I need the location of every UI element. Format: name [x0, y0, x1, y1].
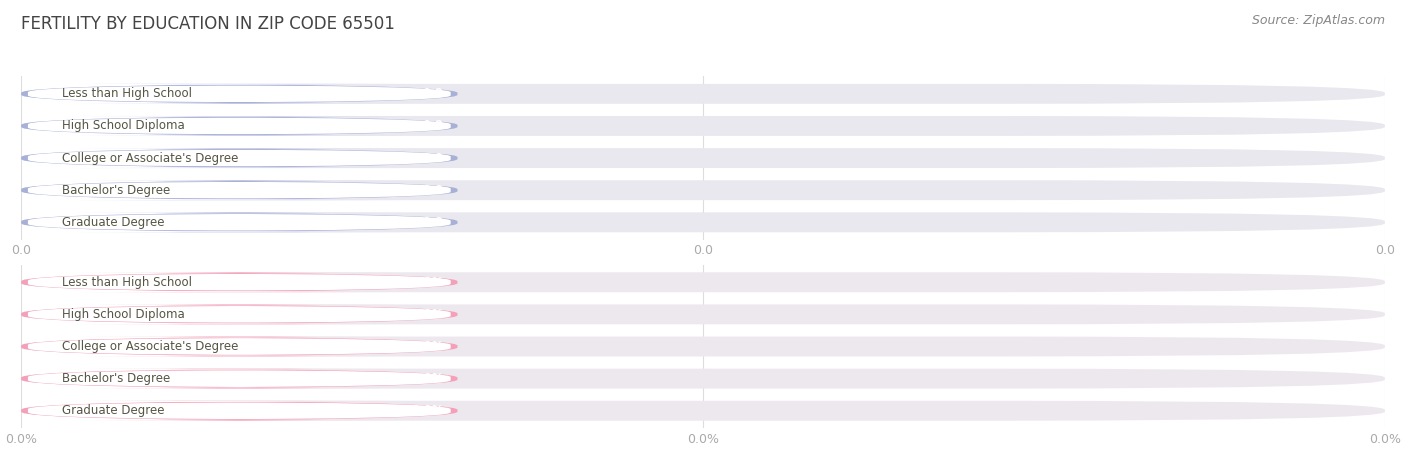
FancyBboxPatch shape — [28, 370, 451, 387]
FancyBboxPatch shape — [28, 117, 451, 135]
FancyBboxPatch shape — [21, 84, 457, 104]
FancyBboxPatch shape — [21, 337, 1385, 357]
FancyBboxPatch shape — [21, 337, 457, 357]
FancyBboxPatch shape — [21, 368, 1385, 388]
Text: 0.0: 0.0 — [423, 184, 444, 197]
FancyBboxPatch shape — [28, 214, 451, 231]
FancyBboxPatch shape — [28, 338, 451, 355]
FancyBboxPatch shape — [28, 149, 451, 167]
Text: 0.0: 0.0 — [423, 119, 444, 132]
Text: Graduate Degree: Graduate Degree — [62, 216, 165, 229]
FancyBboxPatch shape — [21, 212, 457, 232]
FancyBboxPatch shape — [21, 180, 1385, 200]
Text: Bachelor's Degree: Bachelor's Degree — [62, 184, 170, 197]
Text: College or Associate's Degree: College or Associate's Degree — [62, 151, 239, 165]
Text: Graduate Degree: Graduate Degree — [62, 404, 165, 417]
Text: 0.0: 0.0 — [423, 216, 444, 229]
FancyBboxPatch shape — [21, 148, 1385, 168]
FancyBboxPatch shape — [21, 368, 457, 388]
FancyBboxPatch shape — [21, 401, 1385, 421]
FancyBboxPatch shape — [28, 306, 451, 323]
Text: FERTILITY BY EDUCATION IN ZIP CODE 65501: FERTILITY BY EDUCATION IN ZIP CODE 65501 — [21, 15, 395, 33]
FancyBboxPatch shape — [28, 85, 451, 102]
FancyBboxPatch shape — [21, 116, 1385, 136]
FancyBboxPatch shape — [21, 180, 457, 200]
FancyBboxPatch shape — [21, 84, 1385, 104]
FancyBboxPatch shape — [21, 116, 457, 136]
Text: 0.0: 0.0 — [423, 151, 444, 165]
FancyBboxPatch shape — [28, 274, 451, 291]
Text: High School Diploma: High School Diploma — [62, 119, 184, 132]
FancyBboxPatch shape — [21, 304, 1385, 324]
FancyBboxPatch shape — [21, 272, 457, 292]
Text: 0.0%: 0.0% — [411, 308, 444, 321]
Text: Less than High School: Less than High School — [62, 276, 193, 289]
FancyBboxPatch shape — [28, 402, 451, 419]
FancyBboxPatch shape — [28, 181, 451, 199]
Text: 0.0%: 0.0% — [411, 276, 444, 289]
Text: Source: ZipAtlas.com: Source: ZipAtlas.com — [1251, 14, 1385, 27]
Text: 0.0%: 0.0% — [411, 404, 444, 417]
Text: 0.0%: 0.0% — [411, 372, 444, 385]
FancyBboxPatch shape — [21, 148, 457, 168]
Text: Bachelor's Degree: Bachelor's Degree — [62, 372, 170, 385]
Text: 0.0%: 0.0% — [411, 340, 444, 353]
Text: Less than High School: Less than High School — [62, 87, 193, 100]
FancyBboxPatch shape — [21, 212, 1385, 232]
FancyBboxPatch shape — [21, 304, 457, 324]
FancyBboxPatch shape — [21, 401, 457, 421]
FancyBboxPatch shape — [21, 272, 1385, 292]
Text: High School Diploma: High School Diploma — [62, 308, 184, 321]
Text: College or Associate's Degree: College or Associate's Degree — [62, 340, 239, 353]
Text: 0.0: 0.0 — [423, 87, 444, 100]
